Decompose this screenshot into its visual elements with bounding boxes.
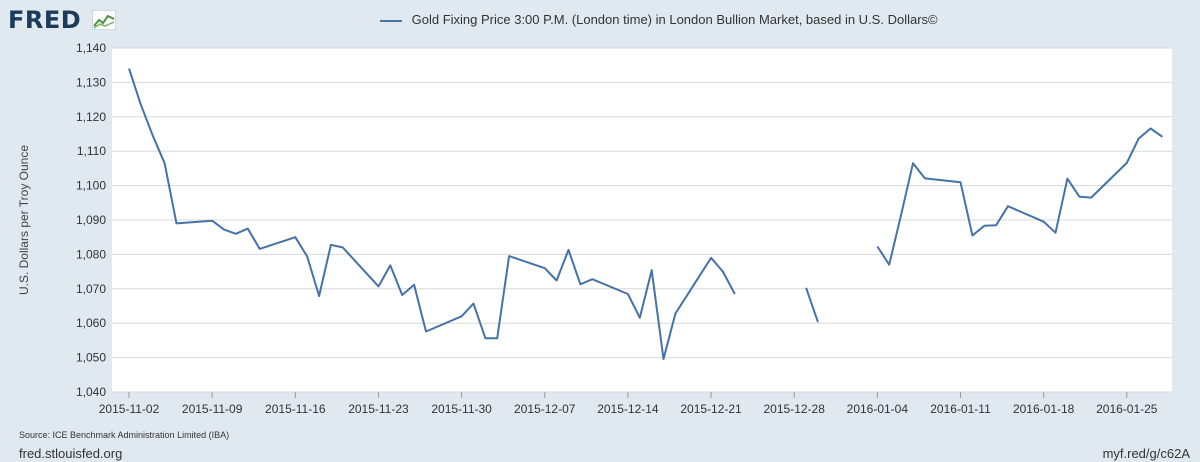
- x-axis-ticks: 2015-11-02 2015-11-09 2015-11-16 2015-11-23…: [99, 392, 1158, 416]
- legend-swatch: [380, 19, 402, 22]
- x-tick-label: 2016-01-11: [930, 402, 991, 416]
- x-tick-label: 2015-11-02: [99, 402, 160, 416]
- y-tick-label: 1,110: [77, 144, 106, 158]
- series-lines: [128, 68, 1163, 360]
- gridlines: [112, 47, 1172, 393]
- y-tick-label: 1,140: [76, 41, 106, 55]
- x-tick-label: 2015-12-28: [764, 402, 826, 416]
- x-tick-label: 2016-01-25: [1096, 402, 1158, 416]
- series-line: [876, 127, 1163, 266]
- y-tick-label: 1,120: [76, 110, 106, 124]
- site-link[interactable]: fred.stlouisfed.org: [19, 446, 123, 461]
- legend-label: Gold Fixing Price 3:00 P.M. (London time…: [411, 12, 938, 27]
- legend: Gold Fixing Price 3:00 P.M. (London time…: [380, 12, 938, 27]
- x-tick-label: 2015-11-23: [348, 402, 409, 416]
- y-tick-label: 1,090: [76, 213, 106, 227]
- y-tick-label: 1,100: [76, 179, 106, 193]
- y-axis-label: U.S. Dollars per Troy Ounce: [17, 144, 31, 296]
- fred-logo[interactable]: FRED: [8, 6, 82, 34]
- y-tick-label: 1,050: [76, 351, 106, 365]
- y-tick-label: 1,060: [76, 316, 106, 330]
- x-tick-label: 2015-11-09: [182, 402, 243, 416]
- short-url-link[interactable]: myf.red/g/c62A: [1102, 446, 1190, 461]
- y-tick-label: 1,040: [76, 385, 106, 399]
- y-tick-label: 1,130: [76, 75, 106, 89]
- x-tick-label: 2015-11-30: [431, 402, 492, 416]
- series-line: [128, 68, 736, 360]
- x-tick-label: 2016-01-18: [1013, 402, 1075, 416]
- series-line: [805, 287, 819, 323]
- x-tick-label: 2015-12-21: [680, 402, 742, 416]
- y-tick-label: 1,070: [76, 282, 106, 296]
- x-tick-label: 2016-01-04: [847, 402, 909, 416]
- source-note: Source: ICE Benchmark Administration Lim…: [19, 430, 230, 440]
- x-tick-label: 2015-11-16: [265, 402, 326, 416]
- x-tick-label: 2015-12-14: [597, 402, 659, 416]
- x-tick-label: 2015-12-07: [514, 402, 576, 416]
- y-tick-label: 1,080: [76, 247, 106, 261]
- fred-graph-icon: [92, 10, 116, 30]
- y-axis-ticks: 1,040 1,050 1,060 1,070 1,080 1,090 1,100 1,110…: [76, 41, 106, 399]
